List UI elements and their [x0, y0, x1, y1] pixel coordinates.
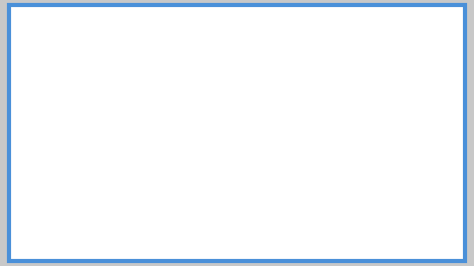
Text: 2 K$^+$(aq): 2 K$^+$(aq) — [221, 127, 281, 146]
Text: molecular equation: molecular equation — [59, 44, 187, 57]
Text: shows...: shows... — [216, 91, 275, 104]
Text: 2 K$^+$(aq): 2 K$^+$(aq) — [178, 110, 238, 128]
Text: +: + — [272, 127, 282, 140]
Text: complete ionic equation: complete ionic equation — [59, 91, 219, 104]
Text: •  A: • A — [22, 91, 51, 104]
Text: PbCl$_2$(s) +: PbCl$_2$(s) + — [154, 127, 222, 143]
Text: +: + — [163, 110, 181, 123]
Text: 2 NO$_3^-$(aq): 2 NO$_3^-$(aq) — [95, 110, 166, 127]
Text: 2 NO$_3^-$(aq): 2 NO$_3^-$(aq) — [281, 127, 352, 145]
Text: shows...: shows... — [179, 44, 238, 57]
Text: Equations: Equations — [26, 21, 142, 41]
Text: •  A: • A — [22, 164, 51, 177]
Text: •  A: • A — [22, 44, 51, 57]
Text: Pb(NO$_3$)$_2$(aq) + 2 KCl(aq) → PbCl$_2$(s) + 2 KNO$_3$(aq): Pb(NO$_3$)$_2$(aq) + 2 KCl(aq) → PbCl$_2… — [71, 65, 400, 82]
Text: + 2 Cl$^-$(aq) →: + 2 Cl$^-$(aq) → — [228, 110, 320, 127]
Text: removes...: removes... — [179, 164, 253, 177]
Text: Pb$^{2+}$(aq) +: Pb$^{2+}$(aq) + — [18, 110, 94, 129]
Text: net ionic equation: net ionic equation — [59, 164, 180, 177]
